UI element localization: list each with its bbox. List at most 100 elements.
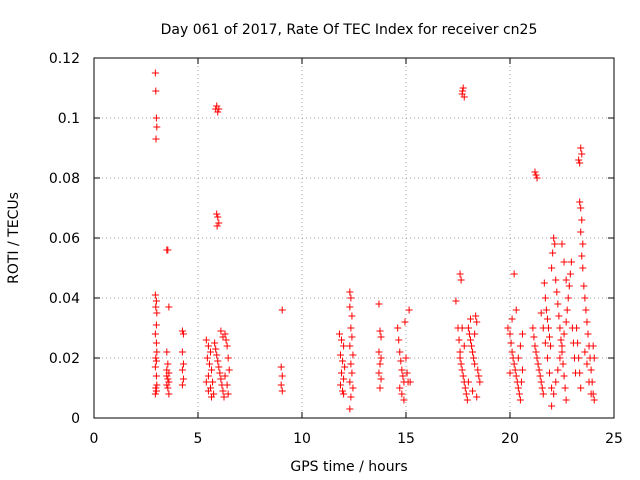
data-point <box>202 336 210 344</box>
data-point <box>539 390 547 398</box>
data-point <box>543 354 551 362</box>
data-point <box>461 384 469 392</box>
data-point <box>347 294 355 302</box>
data-point <box>376 384 384 392</box>
data-point <box>452 297 460 305</box>
data-point <box>223 381 231 389</box>
data-point <box>152 384 160 392</box>
data-point <box>347 393 355 401</box>
data-point <box>560 258 568 266</box>
data-point <box>396 384 404 392</box>
data-point <box>219 387 227 395</box>
data-point <box>510 270 518 278</box>
data-point <box>223 342 231 350</box>
data-point <box>567 258 575 266</box>
data-point <box>179 375 187 383</box>
y-tick-label: 0 <box>71 411 80 427</box>
data-point <box>576 369 584 377</box>
data-point <box>554 366 562 374</box>
data-point <box>512 372 520 380</box>
data-point <box>577 144 585 152</box>
x-tick-label: 25 <box>605 431 623 447</box>
data-point <box>221 372 229 380</box>
data-point <box>537 378 545 386</box>
data-point <box>530 333 538 341</box>
data-point <box>470 354 478 362</box>
data-point <box>474 366 482 374</box>
data-point <box>340 390 348 398</box>
data-point <box>377 333 385 341</box>
data-point <box>549 249 557 257</box>
data-point <box>394 324 402 332</box>
data-point <box>534 360 542 368</box>
data-point <box>468 342 476 350</box>
data-point <box>516 342 524 350</box>
data-point <box>558 342 566 350</box>
data-point <box>562 318 570 326</box>
data-point <box>165 390 173 398</box>
data-point <box>552 276 560 284</box>
data-point <box>574 339 582 347</box>
data-point <box>579 240 587 248</box>
data-point <box>178 348 186 356</box>
data-point <box>538 384 546 392</box>
data-point <box>209 378 217 386</box>
data-point <box>215 219 223 227</box>
data-point <box>338 336 346 344</box>
data-point <box>346 303 354 311</box>
data-point <box>153 381 161 389</box>
data-point <box>472 312 480 320</box>
data-point <box>517 378 525 386</box>
data-point <box>152 372 160 380</box>
data-point <box>164 384 172 392</box>
data-point <box>578 150 586 158</box>
data-point <box>346 288 354 296</box>
x-tick-label: 10 <box>293 431 311 447</box>
data-point <box>456 348 464 356</box>
data-point <box>220 393 228 401</box>
data-point <box>151 390 159 398</box>
data-point <box>575 156 583 164</box>
data-point <box>560 372 568 380</box>
data-point <box>202 378 210 386</box>
y-tick-label: 0.06 <box>49 231 80 247</box>
data-point <box>152 321 160 329</box>
data-point <box>204 342 212 350</box>
data-point <box>590 396 598 404</box>
data-point <box>535 366 543 374</box>
data-point <box>213 351 221 359</box>
data-point <box>543 315 551 323</box>
data-point <box>152 297 160 305</box>
data-point <box>531 342 539 350</box>
data-point <box>540 279 548 287</box>
data-point <box>348 312 356 320</box>
data-point <box>508 315 516 323</box>
data-point <box>224 354 232 362</box>
data-point <box>215 363 223 371</box>
data-point <box>336 381 344 389</box>
data-point <box>375 348 383 356</box>
data-point <box>466 336 474 344</box>
data-point <box>564 294 572 302</box>
data-point <box>164 246 172 254</box>
data-point <box>573 324 581 332</box>
data-point <box>225 366 233 374</box>
data-point <box>163 381 171 389</box>
data-point <box>560 330 568 338</box>
data-point <box>336 351 344 359</box>
data-point <box>163 348 171 356</box>
data-point <box>203 354 211 362</box>
y-tick-label: 0.04 <box>49 291 80 307</box>
data-point <box>224 390 232 398</box>
data-point <box>455 336 463 344</box>
data-point <box>213 222 221 230</box>
data-point <box>456 354 464 362</box>
data-point <box>214 108 222 116</box>
data-point <box>206 348 214 356</box>
data-point <box>179 330 187 338</box>
data-point <box>476 378 484 386</box>
data-point <box>151 291 159 299</box>
data-point <box>581 294 589 302</box>
data-point <box>401 318 409 326</box>
